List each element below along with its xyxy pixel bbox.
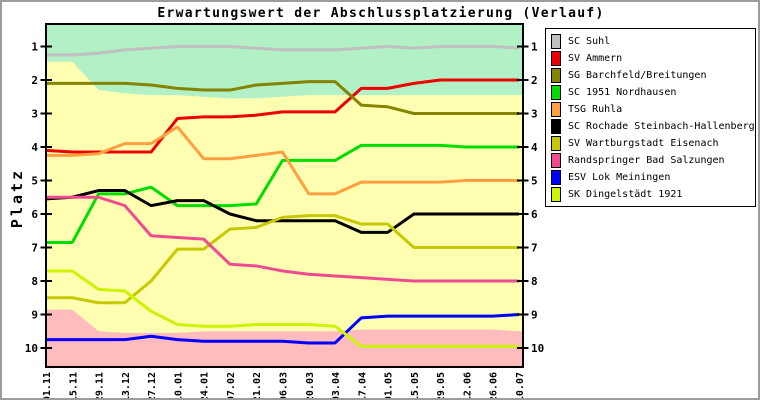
legend-label: ESV Lok Meiningen [568,172,671,183]
x-tick-label: 03.04 [331,372,342,400]
legend-label: SC Suhl [568,36,611,47]
x-tick-label: 27.12 [147,372,158,400]
y-tick-label-left: 7 [31,242,38,255]
y-tick-label-left: 5 [31,175,38,188]
y-tick-label-right: 10 [531,342,544,355]
promotion-zone [46,24,523,99]
legend-swatch [551,34,561,49]
legend-swatch [551,187,561,202]
series-line-sv-wartburgstadt-eisenach [46,214,519,305]
legend-item: SG Barchfeld/Breitungen [551,67,755,84]
y-tick-label-right: 4 [531,141,538,154]
x-tick-label: 01.05 [384,372,395,400]
legend-swatch [551,51,561,66]
legend-item: Randspringer Bad Salzungen [551,152,755,169]
y-tick-label-left: 10 [25,342,38,355]
series-line-esv-lok-meiningen [46,313,520,345]
legend-item: ESV Lok Meiningen [551,169,755,186]
x-tick-label: 21.02 [252,372,263,400]
series-line-sg-barchfeld-breitungen [46,80,519,115]
relegation-zone [46,309,523,367]
x-tick-label: 12.06 [462,372,473,400]
y-tick-label-right: 5 [531,175,538,188]
x-tick-label: 10.01 [173,372,184,400]
chart-title: Erwartungswert der Abschlussplatzierung … [157,6,605,21]
legend-label: SV Wartburgstadt Eisenach [568,138,719,149]
legend-swatch [551,170,561,185]
legend-swatch [551,102,561,117]
y-tick-label-right: 8 [531,275,538,288]
series-line-tsg-ruhla [46,125,519,196]
y-tick-label-right: 6 [531,208,538,221]
legend-label: SC 1951 Nordhausen [568,87,677,98]
y-tick-label-left: 2 [31,74,38,87]
legend-item: SC Rochade Steinbach-Hallenberg [551,118,755,135]
y-tick-label-left: 1 [31,41,38,54]
y-tick-label-left: 4 [31,141,38,154]
x-tick-label: 01.11 [42,372,53,400]
x-tick-label: 29.05 [436,372,447,400]
series-line-sk-dingelst-dt-1921 [46,269,519,348]
legend-label: SV Ammern [568,53,623,64]
y-tick-label-left: 3 [31,108,38,121]
legend-label: SG Barchfeld/Breitungen [568,70,707,81]
y-tick-label-right: 9 [531,309,538,322]
legend-label: SC Rochade Steinbach-Hallenberg [568,121,755,132]
y-tick-label-left: 8 [31,275,38,288]
legend-swatch [551,136,561,151]
y-tick-label-right: 3 [531,108,538,121]
legend-item: TSG Ruhla [551,101,755,118]
legend-item: SC 1951 Nordhausen [551,84,755,101]
y-tick-label-right: 7 [531,242,538,255]
x-tick-label: 07.02 [226,372,237,400]
x-tick-label: 15.11 [68,372,79,400]
x-tick-label: 06.03 [279,372,290,400]
x-tick-label: 24.01 [200,372,211,400]
series-line-sc-suhl [46,45,520,57]
x-tick-label: 20.03 [305,372,316,400]
y-tick-label-left: 9 [31,309,38,322]
series-line-randspringer-bad-salzungen [46,195,519,283]
legend-item: SK Dingelstädt 1921 [551,186,755,203]
x-tick-label: 15.05 [410,372,421,400]
plot-frame [45,23,524,368]
legend-swatch [551,153,561,168]
y-tick-label-right: 1 [531,41,538,54]
legend-label: SK Dingelstädt 1921 [568,189,683,200]
legend-label: TSG Ruhla [568,104,623,115]
legend-swatch [551,119,561,134]
x-tick-label: 17.04 [357,372,368,400]
legend-item: SV Wartburgstadt Eisenach [551,135,755,152]
legend-swatch [551,85,561,100]
legend-label: Randspringer Bad Salzungen [568,155,725,166]
x-tick-label: 29.11 [95,372,106,400]
legend-item: SC Suhl [551,33,755,50]
x-tick-label: 26.06 [489,372,500,400]
series-line-sc-1951-nordhausen [46,143,519,244]
y-tick-label-right: 2 [531,74,538,87]
x-tick-label: 10.07 [515,372,526,400]
series-line-sv-ammern [45,78,519,154]
x-tick-label: 13.12 [121,372,132,400]
series-line-sc-rochade-steinbach-hallenberg [45,189,519,234]
legend-item: SV Ammern [551,50,755,67]
y-tick-label-left: 6 [31,208,38,221]
legend: SC Suhl SV Ammern SG Barchfeld/Breitungen S… [545,28,756,207]
legend-swatch [551,68,561,83]
